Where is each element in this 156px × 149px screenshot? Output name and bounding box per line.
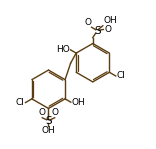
Text: HO: HO — [56, 45, 70, 54]
Text: O: O — [84, 18, 91, 27]
Text: OH: OH — [103, 16, 117, 25]
Text: O: O — [104, 25, 111, 34]
Text: OH: OH — [72, 98, 85, 107]
Text: O: O — [38, 108, 45, 117]
Text: S: S — [45, 116, 52, 126]
Text: S: S — [94, 26, 100, 36]
Text: O: O — [52, 108, 59, 117]
Text: Cl: Cl — [16, 98, 25, 107]
Text: OH: OH — [42, 126, 55, 135]
Text: Cl: Cl — [117, 72, 125, 80]
